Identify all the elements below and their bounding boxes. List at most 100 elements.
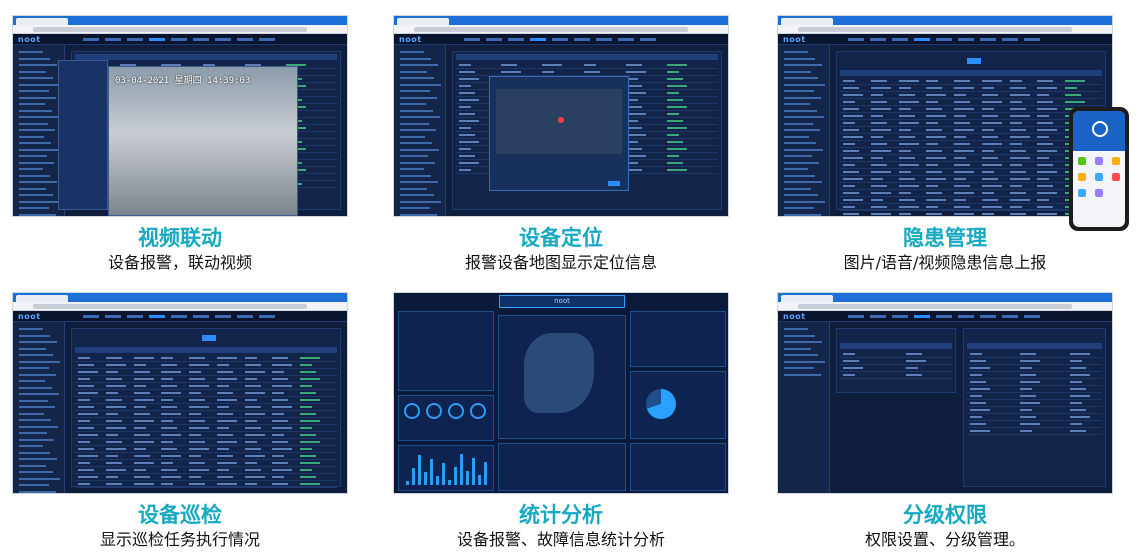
- tree-item[interactable]: [19, 484, 49, 486]
- tree-item[interactable]: [400, 148, 439, 151]
- tree-item[interactable]: [19, 490, 56, 493]
- tree-item[interactable]: [19, 51, 43, 53]
- nav-item[interactable]: [980, 38, 996, 41]
- tree-item[interactable]: [19, 477, 60, 480]
- tree-item[interactable]: [19, 406, 55, 408]
- browser-tab[interactable]: [16, 18, 68, 25]
- tree-item[interactable]: [19, 181, 57, 183]
- tree-item[interactable]: [19, 116, 59, 118]
- search-button[interactable]: [202, 335, 216, 341]
- tree-item[interactable]: [19, 109, 52, 112]
- nav-item[interactable]: [127, 315, 143, 318]
- tree-item[interactable]: [400, 161, 435, 164]
- tree-item[interactable]: [400, 51, 424, 53]
- app-icon[interactable]: [1078, 173, 1086, 181]
- tree-item[interactable]: [400, 70, 427, 73]
- tree-item[interactable]: [19, 122, 48, 125]
- tree-item[interactable]: [19, 354, 53, 356]
- tree-item[interactable]: [784, 367, 814, 369]
- tree-item[interactable]: [400, 103, 426, 105]
- tree-item[interactable]: [784, 135, 809, 138]
- tree-item[interactable]: [19, 425, 58, 428]
- tree-item[interactable]: [19, 393, 59, 395]
- tree-item[interactable]: [784, 70, 811, 73]
- nav-item[interactable]: [596, 38, 612, 41]
- nav-item[interactable]: [83, 38, 99, 41]
- nav-item[interactable]: [1002, 315, 1018, 318]
- nav-item[interactable]: [215, 315, 231, 318]
- nav-item[interactable]: [640, 38, 656, 41]
- tree-item[interactable]: [19, 161, 54, 164]
- browser-tab[interactable]: [397, 18, 449, 25]
- tree-item[interactable]: [19, 373, 56, 376]
- tree-item[interactable]: [784, 57, 815, 60]
- nav-item[interactable]: [936, 38, 952, 41]
- nav-item[interactable]: [958, 38, 974, 41]
- app-icon[interactable]: [1095, 173, 1103, 181]
- tree-item[interactable]: [784, 83, 825, 86]
- tree-item[interactable]: [400, 194, 434, 196]
- tree-item[interactable]: [400, 57, 431, 60]
- tree-item[interactable]: [784, 155, 812, 157]
- tree-item[interactable]: [19, 64, 57, 66]
- tree-item[interactable]: [784, 96, 821, 99]
- nav-item[interactable]: [193, 315, 209, 318]
- nav-item[interactable]: [980, 315, 996, 318]
- nav-item[interactable]: [149, 38, 165, 41]
- tree-item[interactable]: [19, 213, 56, 216]
- tree-item[interactable]: [400, 64, 438, 66]
- nav-item[interactable]: [171, 38, 187, 41]
- tree-item[interactable]: [19, 328, 43, 330]
- app-icon[interactable]: [1095, 157, 1103, 165]
- tree-item[interactable]: [784, 168, 808, 170]
- nav-item[interactable]: [892, 38, 908, 41]
- tree-item[interactable]: [19, 83, 60, 86]
- tree-item[interactable]: [400, 174, 431, 177]
- tree-item[interactable]: [400, 122, 429, 125]
- nav-item[interactable]: [958, 315, 974, 318]
- tree-item[interactable]: [400, 77, 434, 79]
- search-button[interactable]: [967, 58, 981, 64]
- app-icon[interactable]: [1112, 173, 1120, 181]
- tree-item[interactable]: [19, 90, 49, 92]
- url-field[interactable]: [414, 27, 688, 32]
- tree-item[interactable]: [19, 103, 45, 105]
- tree-item[interactable]: [19, 464, 46, 467]
- tree-item[interactable]: [19, 399, 48, 402]
- tree-item[interactable]: [400, 155, 428, 157]
- tree-item[interactable]: [784, 181, 822, 183]
- nav-item[interactable]: [1024, 38, 1040, 41]
- nav-item[interactable]: [552, 38, 568, 41]
- tree-item[interactable]: [19, 458, 57, 460]
- nav-item[interactable]: [574, 38, 590, 41]
- tree-item[interactable]: [19, 471, 53, 473]
- tree-item[interactable]: [400, 168, 424, 170]
- browser-tab[interactable]: [781, 18, 833, 25]
- tree-item[interactable]: [400, 83, 441, 86]
- tree-item[interactable]: [784, 51, 808, 53]
- app-icon[interactable]: [1112, 157, 1120, 165]
- tree-item[interactable]: [19, 174, 50, 177]
- tree-item[interactable]: [19, 200, 60, 203]
- nav-item[interactable]: [149, 315, 165, 318]
- tree-item[interactable]: [400, 135, 425, 138]
- nav-item[interactable]: [848, 315, 864, 318]
- tree-item[interactable]: [784, 174, 815, 177]
- tree-item[interactable]: [400, 213, 437, 216]
- tree-item[interactable]: [400, 200, 441, 203]
- tree-item[interactable]: [784, 213, 821, 216]
- tree-item[interactable]: [400, 116, 440, 118]
- tree-item[interactable]: [784, 334, 815, 337]
- tree-item[interactable]: [784, 148, 823, 151]
- ptz-control-panel[interactable]: [58, 60, 108, 210]
- tree-item[interactable]: [784, 109, 817, 112]
- nav-item[interactable]: [105, 38, 121, 41]
- nav-item[interactable]: [848, 38, 864, 41]
- tree-item[interactable]: [400, 96, 437, 99]
- tree-item[interactable]: [19, 412, 44, 415]
- nav-item[interactable]: [193, 38, 209, 41]
- nav-item[interactable]: [1024, 315, 1040, 318]
- tree-item[interactable]: [784, 207, 814, 209]
- nav-item[interactable]: [1002, 38, 1018, 41]
- tree-item[interactable]: [784, 347, 811, 350]
